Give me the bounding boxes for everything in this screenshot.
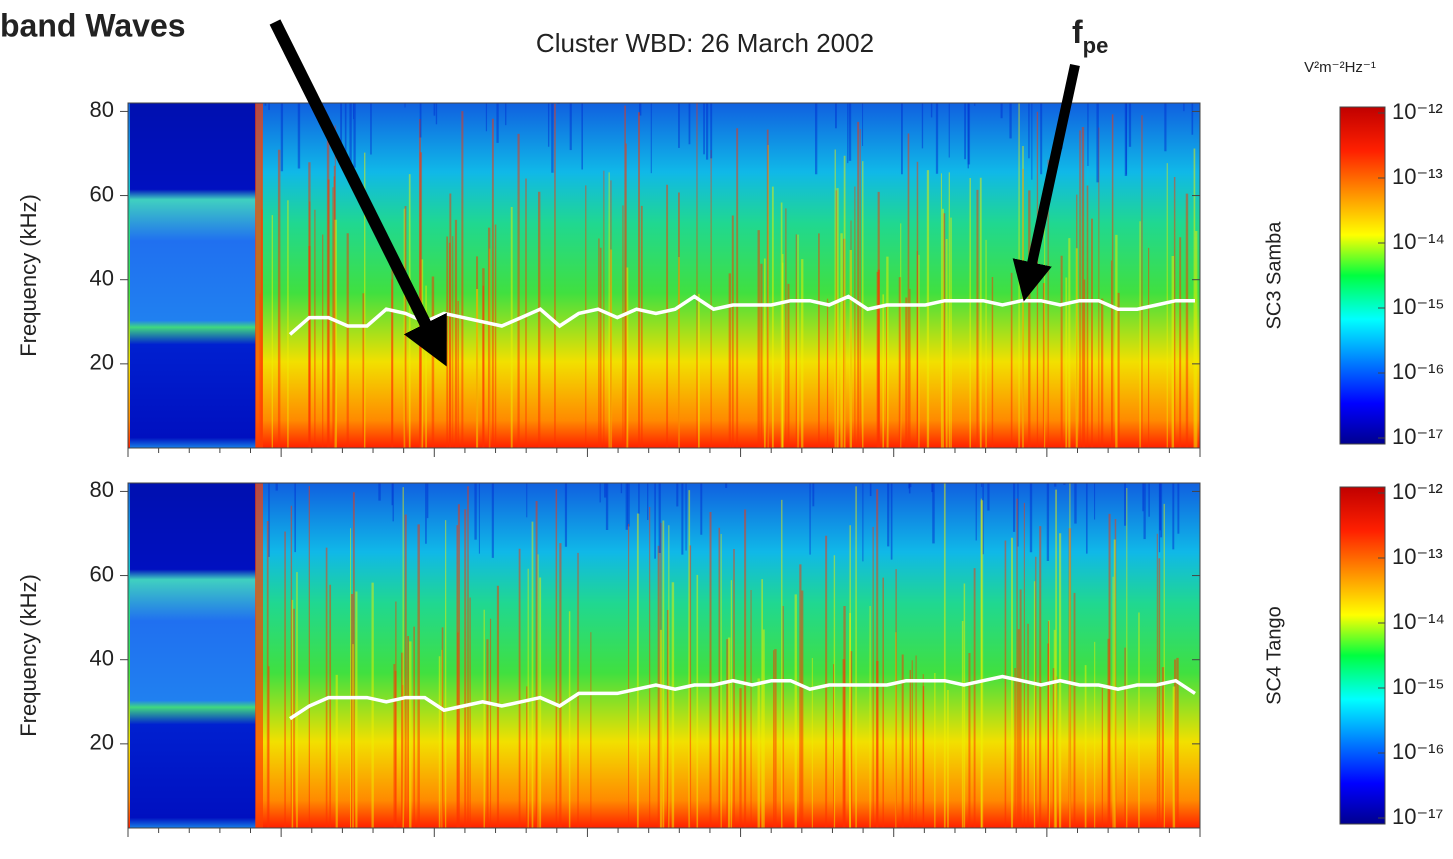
plot-frame (127, 102, 1201, 449)
y-tick-label: 80 (90, 477, 114, 502)
colorbar-title: V²m⁻²Hz⁻¹ (1304, 59, 1376, 76)
annotation: fpe (1072, 14, 1108, 57)
colorbar-tick-label: 10⁻¹⁶ (1392, 359, 1444, 384)
colorbar-tick-label: 10⁻¹⁴ (1392, 609, 1445, 634)
colorbar-tick-label: 10⁻¹⁵ (1392, 294, 1445, 319)
y-tick-label: 20 (90, 730, 114, 755)
colorbar-tick-label: 10⁻¹⁴ (1392, 229, 1445, 254)
burst (255, 483, 263, 828)
plot-frame (127, 482, 1201, 829)
y-tick-label: 40 (90, 646, 114, 671)
spectrogram (128, 103, 1200, 448)
arrow (1012, 63, 1080, 302)
annotation: band Waves (0, 7, 186, 43)
colorbar-tick-label: 10⁻¹² (1392, 479, 1443, 504)
y-tick-label: 20 (90, 350, 114, 375)
y-tick-label: 40 (90, 266, 114, 291)
chart-title: Cluster WBD: 26 March 2002 (536, 28, 874, 58)
panel-label: SC3 Samba (1263, 221, 1285, 330)
spectrogram-quiet (130, 483, 256, 828)
colorbar-tick-label: 10⁻¹⁶ (1392, 739, 1444, 764)
colorbar-tick-label: 10⁻¹⁵ (1392, 674, 1445, 699)
y-tick-label: 60 (90, 181, 114, 206)
colorbar-tick-label: 10⁻¹³ (1392, 544, 1443, 569)
y-axis-label: Frequency (kHz) (16, 574, 41, 737)
spectrogram-quiet (130, 103, 256, 448)
colorbar (1339, 106, 1386, 445)
colorbar (1339, 486, 1386, 825)
colorbar-tick-label: 10⁻¹² (1392, 99, 1443, 124)
y-tick-label: 80 (90, 97, 114, 122)
colorbar-tick-label: 10⁻¹⁷ (1392, 804, 1443, 829)
colorbar-tick-label: 10⁻¹³ (1392, 164, 1443, 189)
y-axis-label: Frequency (kHz) (16, 194, 41, 357)
colorbar-tick-label: 10⁻¹⁷ (1392, 424, 1443, 449)
burst (255, 103, 263, 448)
y-tick-label: 60 (90, 561, 114, 586)
arrow (269, 19, 447, 367)
panel-label: SC4 Tango (1263, 606, 1285, 705)
fpe-line (289, 674, 1196, 721)
